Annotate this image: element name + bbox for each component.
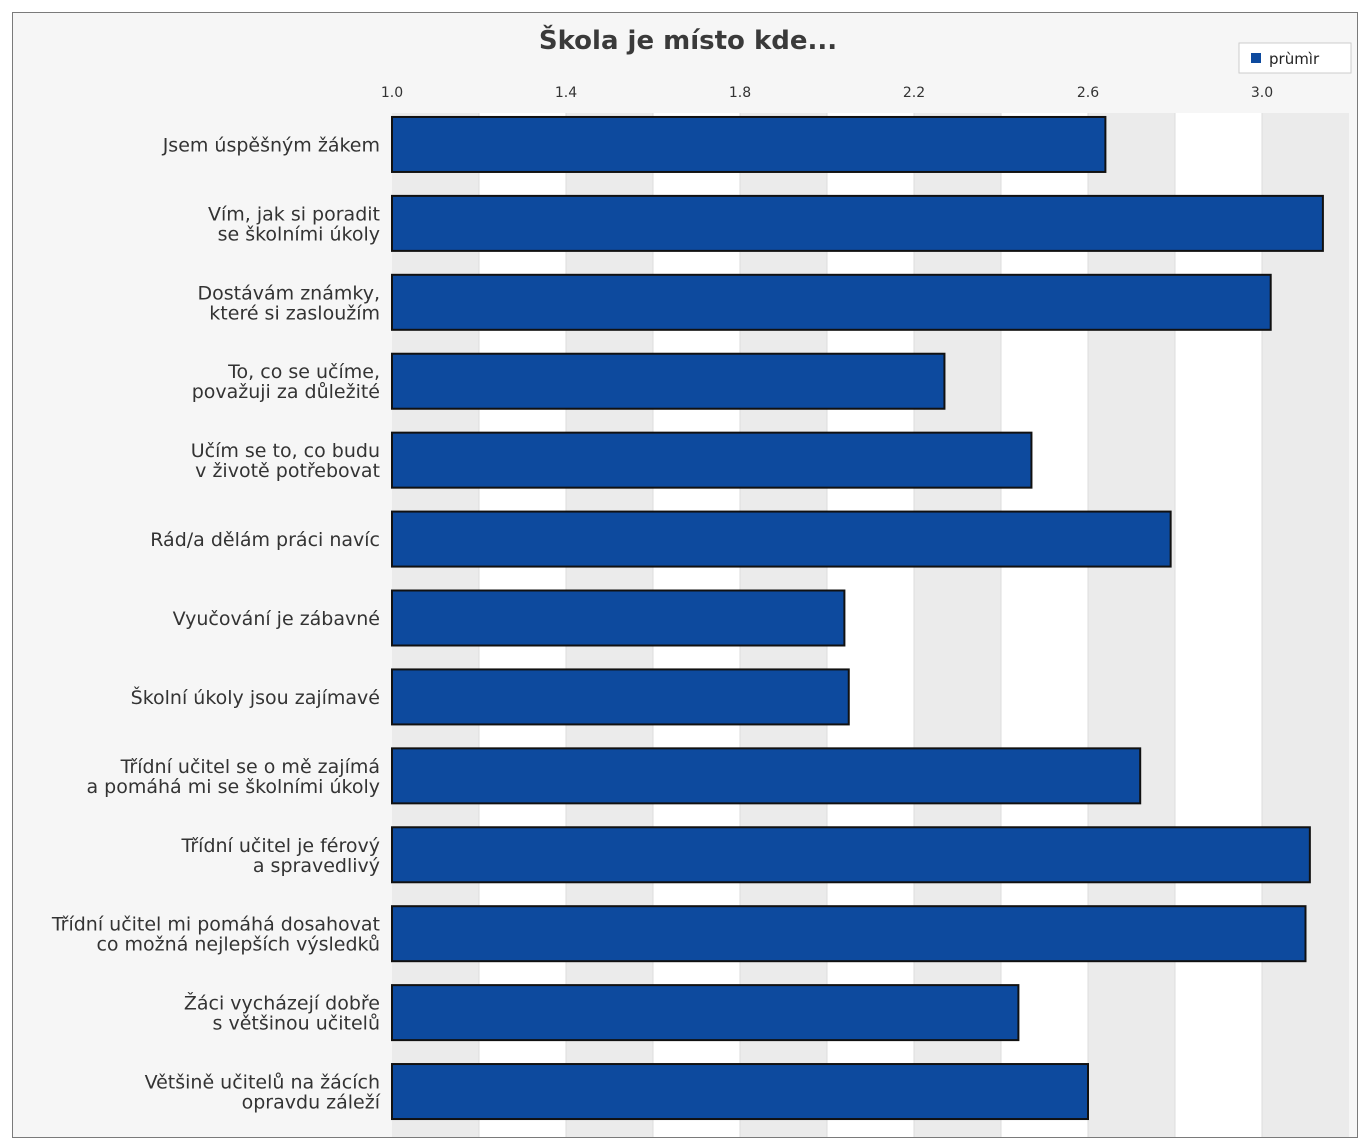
category-label: Žáci vycházejí dobře: [184, 992, 380, 1015]
legend-swatch: [1251, 53, 1261, 63]
category-label: opravdu záleží: [242, 1092, 381, 1114]
x-tick-label: 3.0: [1251, 85, 1273, 101]
legend: prùmìr: [1238, 42, 1352, 74]
bar: [391, 905, 1307, 963]
bar: [391, 431, 1033, 489]
category-label: které si zasloužím: [209, 302, 380, 324]
category-label: Třídní učitel mi pomáhá dosahovat: [51, 914, 380, 936]
bar: [391, 352, 946, 410]
plot-band: [1088, 113, 1175, 1137]
bar: [391, 194, 1324, 252]
bar: [391, 826, 1311, 884]
category-label: co možná nejlepších výsledků: [96, 934, 380, 956]
category-label: Většině učitelů na žácích: [145, 1072, 380, 1094]
category-label: Školní úkoly jsou zajímavé: [131, 685, 380, 709]
category-label: Rád/a dělám práci navíc: [150, 529, 380, 551]
bar: [391, 115, 1107, 173]
x-tick-label: 2.6: [1077, 85, 1099, 101]
x-tick-label: 1.8: [729, 85, 751, 101]
bar: [391, 510, 1172, 568]
plot-band: [1262, 113, 1349, 1137]
bar: [391, 1063, 1089, 1121]
category-label: Vyučování je zábavné: [173, 608, 380, 630]
category-label: To, co se učíme,: [227, 361, 380, 383]
bar: [391, 984, 1020, 1042]
category-label: Dostávám známky,: [198, 282, 380, 304]
bar: [391, 668, 850, 726]
bar-chart: 1.0 1.4 1.8 2.2 2.6 3.0 Jsem úspěšným žákem Ví…: [51, 24, 1352, 1137]
x-tick-label: 1.4: [555, 85, 577, 101]
bar: [391, 747, 1142, 805]
legend-label: prùmìr: [1269, 50, 1320, 68]
category-label: se školními úkoly: [218, 223, 380, 245]
category-label: Učím se to, co budu: [191, 440, 380, 462]
category-label: Třídní učitel je férový: [181, 835, 380, 857]
category-label: v životě potřebovat: [195, 460, 380, 482]
chart-title: Škola je místo kde...: [539, 24, 837, 56]
category-label: Vím, jak si poradit: [208, 203, 380, 225]
category-label: Třídní učitel se o mě zajímá: [120, 756, 380, 778]
x-tick-label: 2.2: [903, 85, 925, 101]
bar: [391, 273, 1272, 331]
category-label: považuji za důležité: [192, 381, 380, 403]
bar: [391, 589, 846, 647]
plot-band: [1175, 113, 1262, 1137]
category-label: s většinou učitelů: [213, 1013, 380, 1035]
category-label: a spravedlivý: [253, 855, 380, 877]
category-label: Jsem úspěšným žákem: [162, 134, 380, 156]
category-label: a pomáhá mi se školními úkoly: [87, 776, 381, 798]
chart-frame: 1.0 1.4 1.8 2.2 2.6 3.0 Jsem úspěšným žákem Ví…: [12, 12, 1358, 1138]
x-tick-label: 1.0: [381, 85, 403, 101]
